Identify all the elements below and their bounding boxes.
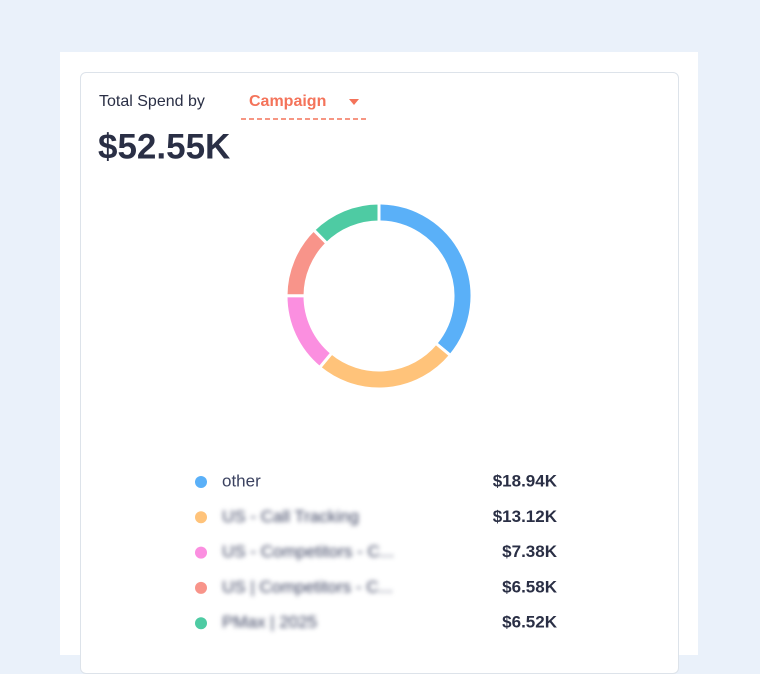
legend-value: $7.38K — [502, 542, 558, 561]
legend-dot — [195, 617, 207, 630]
legend-value: $6.58K — [502, 577, 558, 596]
legend-dot — [195, 546, 207, 559]
legend-label: US - Competitors - C... — [222, 542, 394, 561]
legend-label: other — [222, 471, 261, 490]
page: Total Spend by Campaign $52.55K other $18… — [60, 52, 698, 674]
donut-segment — [284, 227, 330, 298]
legend-label: PMax | 2025 — [222, 613, 317, 632]
donut-segment — [317, 341, 453, 391]
legend-value: $6.52K — [502, 613, 558, 632]
title-label: Total Spend by — [99, 93, 205, 110]
legend-label: US | Competitors - C... — [222, 577, 393, 596]
donut-segment — [284, 294, 334, 370]
dropdown[interactable]: Campaign — [249, 93, 326, 110]
widget: Total Spend by Campaign $52.55K other $18… — [98, 93, 558, 632]
total: $52.55K — [98, 127, 230, 166]
donut-segment — [311, 201, 381, 246]
legend-value: $13.12K — [493, 507, 558, 526]
legend-dot — [195, 476, 207, 488]
dropdown-caret[interactable] — [349, 99, 359, 105]
legend-dot — [195, 511, 207, 524]
donut-segment — [377, 201, 474, 358]
legend-label: US - Call Tracking — [222, 507, 359, 526]
legend-dot — [195, 581, 207, 594]
legend-value: $18.94K — [493, 471, 558, 490]
